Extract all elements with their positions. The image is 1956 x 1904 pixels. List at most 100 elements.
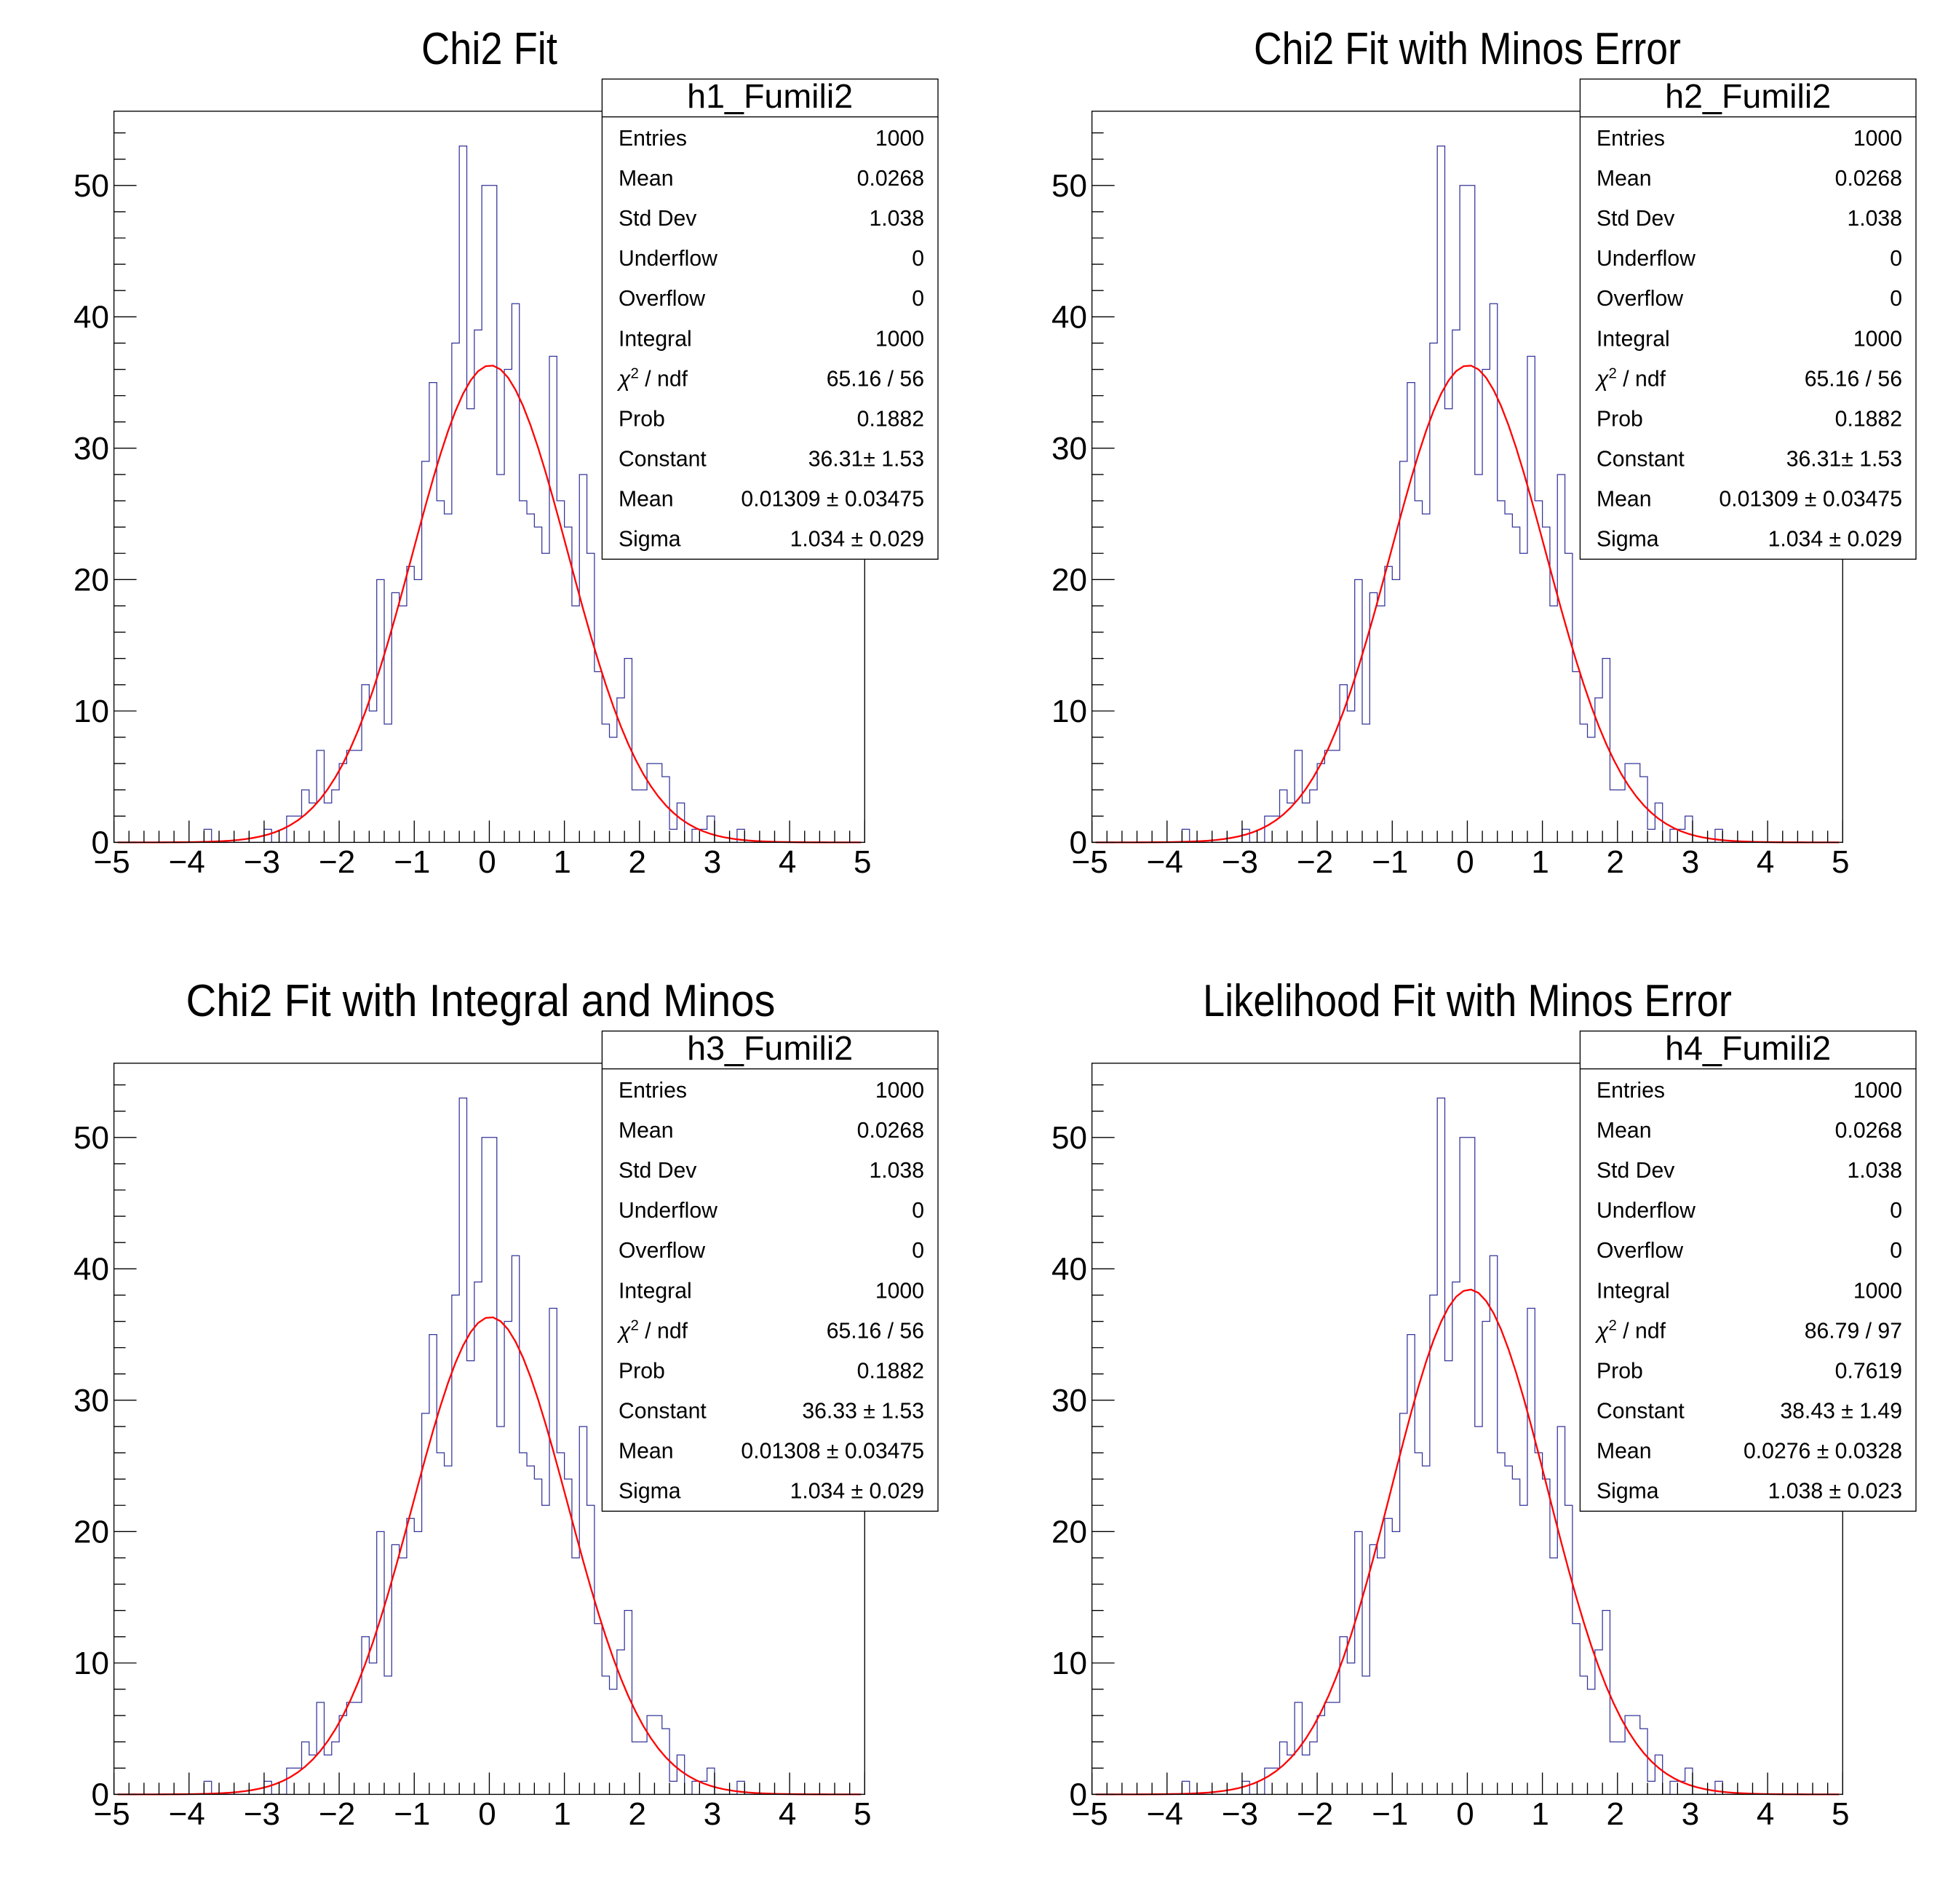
svg-text:Sigma: Sigma — [619, 528, 681, 552]
svg-text:χ2 / ndf: χ2 / ndf — [616, 365, 688, 391]
svg-text:0: 0 — [1070, 825, 1087, 861]
svg-text:Mean: Mean — [619, 487, 674, 511]
svg-text:1.038: 1.038 — [869, 207, 924, 231]
svg-text:5: 5 — [1832, 1796, 1849, 1832]
svg-text:Mean: Mean — [1597, 1119, 1652, 1143]
svg-text:0: 0 — [1890, 287, 1902, 311]
svg-text:Overflow: Overflow — [1597, 1239, 1683, 1263]
svg-text:0: 0 — [912, 247, 924, 271]
svg-text:0: 0 — [1070, 1777, 1087, 1813]
svg-text:1000: 1000 — [875, 327, 924, 351]
svg-text:h3_Fumili2: h3_Fumili2 — [687, 1029, 853, 1067]
svg-text:−1: −1 — [394, 1796, 430, 1832]
svg-text:−3: −3 — [1222, 844, 1258, 880]
svg-text:20: 20 — [1051, 563, 1087, 598]
svg-text:50: 50 — [73, 1120, 109, 1156]
svg-text:h1_Fumili2: h1_Fumili2 — [687, 77, 853, 115]
svg-text:0: 0 — [92, 825, 109, 861]
svg-text:10: 10 — [1051, 694, 1087, 729]
svg-text:2: 2 — [629, 844, 646, 880]
svg-text:Chi2 Fit with Integral and Min: Chi2 Fit with Integral and Minos — [186, 976, 775, 1026]
svg-text:Overflow: Overflow — [619, 287, 705, 311]
svg-text:0: 0 — [1890, 247, 1902, 271]
svg-text:30: 30 — [73, 431, 109, 467]
svg-text:Mean: Mean — [619, 1439, 674, 1463]
svg-text:10: 10 — [73, 1646, 109, 1681]
svg-text:1.038: 1.038 — [1847, 1159, 1902, 1183]
svg-text:4: 4 — [1757, 844, 1774, 880]
svg-text:0: 0 — [1456, 844, 1474, 880]
svg-text:Underflow: Underflow — [619, 247, 717, 271]
svg-text:−2: −2 — [1297, 1796, 1333, 1832]
svg-text:0.0276 ± 0.0328: 0.0276 ± 0.0328 — [1744, 1439, 1902, 1463]
svg-text:1: 1 — [1531, 844, 1548, 880]
svg-text:Mean: Mean — [1597, 1439, 1652, 1463]
svg-text:−3: −3 — [244, 1796, 280, 1832]
svg-text:0: 0 — [478, 1796, 496, 1832]
svg-text:Entries: Entries — [1597, 1079, 1665, 1103]
svg-text:50: 50 — [73, 168, 109, 204]
svg-text:Sigma: Sigma — [1597, 528, 1659, 552]
svg-text:−4: −4 — [169, 1796, 205, 1832]
svg-text:Sigma: Sigma — [1597, 1480, 1659, 1504]
svg-text:−3: −3 — [244, 844, 280, 880]
svg-text:χ2 / ndf: χ2 / ndf — [1594, 365, 1666, 391]
svg-text:χ2 / ndf: χ2 / ndf — [1594, 1317, 1666, 1343]
svg-text:40: 40 — [1051, 1252, 1087, 1288]
svg-text:40: 40 — [73, 1252, 109, 1288]
svg-text:2: 2 — [1607, 1796, 1624, 1832]
svg-text:Integral: Integral — [619, 327, 692, 351]
svg-text:Prob: Prob — [619, 1359, 665, 1383]
svg-text:36.31± 1.53: 36.31± 1.53 — [808, 447, 924, 471]
svg-text:30: 30 — [1051, 1383, 1087, 1419]
svg-text:40: 40 — [73, 300, 109, 336]
svg-text:36.33 ± 1.53: 36.33 ± 1.53 — [802, 1399, 924, 1423]
svg-text:20: 20 — [73, 1515, 109, 1550]
svg-text:χ2 / ndf: χ2 / ndf — [616, 1317, 688, 1343]
svg-text:Mean: Mean — [1597, 167, 1652, 191]
svg-text:1: 1 — [553, 1796, 570, 1832]
svg-text:0.01308 ± 0.03475: 0.01308 ± 0.03475 — [741, 1439, 924, 1463]
svg-text:Underflow: Underflow — [619, 1199, 717, 1223]
svg-text:1: 1 — [553, 844, 570, 880]
svg-text:10: 10 — [1051, 1646, 1087, 1681]
svg-text:1000: 1000 — [875, 1079, 924, 1103]
svg-text:20: 20 — [1051, 1515, 1087, 1550]
svg-text:0: 0 — [92, 1777, 109, 1813]
svg-text:Prob: Prob — [1597, 1359, 1643, 1383]
svg-text:−1: −1 — [394, 844, 430, 880]
svg-text:1000: 1000 — [875, 127, 924, 151]
svg-text:−2: −2 — [1297, 844, 1333, 880]
svg-text:0.0268: 0.0268 — [857, 1119, 924, 1143]
svg-text:Integral: Integral — [1597, 1279, 1670, 1303]
svg-text:−5: −5 — [1072, 1796, 1108, 1832]
svg-text:Sigma: Sigma — [619, 1480, 681, 1504]
svg-text:86.79 / 97: 86.79 / 97 — [1805, 1319, 1902, 1343]
svg-text:Chi2 Fit: Chi2 Fit — [421, 24, 557, 74]
svg-text:Constant: Constant — [619, 447, 707, 471]
svg-text:−5: −5 — [94, 844, 130, 880]
svg-text:1.034 ± 0.029: 1.034 ± 0.029 — [790, 1480, 924, 1504]
svg-text:−4: −4 — [169, 844, 205, 880]
svg-text:Mean: Mean — [1597, 487, 1652, 511]
svg-text:Prob: Prob — [619, 407, 665, 431]
svg-text:1000: 1000 — [875, 1279, 924, 1303]
svg-text:3: 3 — [1682, 844, 1699, 880]
svg-text:4: 4 — [779, 1796, 796, 1832]
svg-text:1: 1 — [1531, 1796, 1548, 1832]
svg-text:50: 50 — [1051, 168, 1087, 204]
svg-text:0.01309 ± 0.03475: 0.01309 ± 0.03475 — [741, 487, 924, 511]
svg-text:Likelihood Fit with Minos Erro: Likelihood Fit with Minos Error — [1203, 976, 1732, 1026]
svg-text:Integral: Integral — [619, 1279, 692, 1303]
svg-text:0: 0 — [1890, 1239, 1902, 1263]
svg-text:Constant: Constant — [619, 1399, 707, 1423]
svg-text:1000: 1000 — [1853, 327, 1902, 351]
svg-text:1.038 ± 0.023: 1.038 ± 0.023 — [1768, 1480, 1902, 1504]
svg-text:0.1882: 0.1882 — [857, 1359, 924, 1383]
svg-text:20: 20 — [73, 563, 109, 598]
svg-text:40: 40 — [1051, 300, 1087, 336]
svg-text:4: 4 — [1757, 1796, 1774, 1832]
svg-text:Mean: Mean — [619, 167, 674, 191]
svg-text:−3: −3 — [1222, 1796, 1258, 1832]
svg-text:0.0268: 0.0268 — [857, 167, 924, 191]
